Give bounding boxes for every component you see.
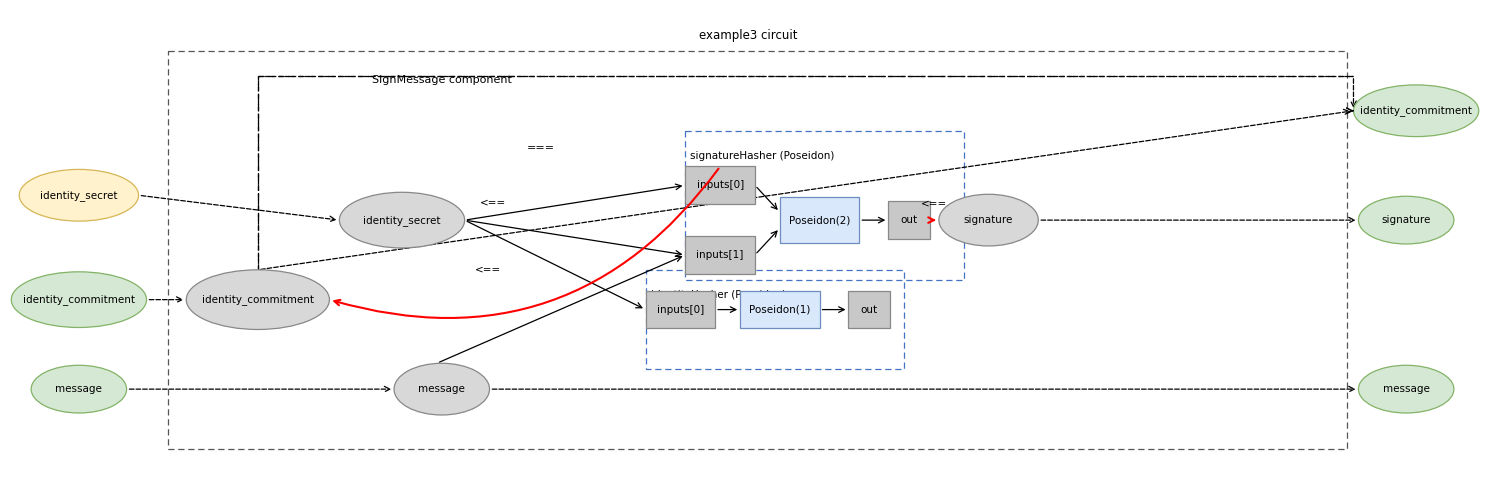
Text: Poseidon(1): Poseidon(1) [749,305,811,314]
Text: message: message [55,384,102,394]
Text: out: out [860,305,878,314]
Ellipse shape [1358,365,1454,413]
Ellipse shape [12,272,147,327]
Bar [646,270,904,369]
Text: <==: <== [480,198,506,208]
Text: identity_commitment: identity_commitment [1360,105,1472,116]
Text: out: out [901,215,917,225]
Bar [685,131,963,280]
Text: signatureHasher (Poseidon): signatureHasher (Poseidon) [690,151,835,160]
Ellipse shape [19,169,139,221]
Text: SignMessage component: SignMessage component [373,75,512,85]
Text: Poseidon(2): Poseidon(2) [788,215,850,225]
FancyBboxPatch shape [779,197,859,243]
Text: inputs[1]: inputs[1] [697,250,744,260]
Text: inputs[0]: inputs[0] [697,180,744,190]
Ellipse shape [31,365,127,413]
Text: signature: signature [1381,215,1430,225]
Text: identity_commitment: identity_commitment [22,294,135,305]
FancyBboxPatch shape [741,291,820,328]
FancyBboxPatch shape [889,201,931,239]
Text: message: message [1382,384,1430,394]
Bar [169,51,1346,449]
Ellipse shape [939,194,1038,246]
FancyBboxPatch shape [685,167,755,204]
Ellipse shape [1354,85,1478,137]
Text: message: message [419,384,465,394]
Text: identity_secret: identity_secret [40,190,118,201]
Text: <==: <== [922,198,947,208]
Text: signature: signature [963,215,1013,225]
Text: identityHasher (Poseidon): identityHasher (Poseidon) [651,290,785,300]
Ellipse shape [1358,196,1454,244]
FancyBboxPatch shape [848,291,890,328]
Ellipse shape [187,270,329,329]
Ellipse shape [340,192,465,248]
FancyBboxPatch shape [685,236,755,274]
Text: identity_secret: identity_secret [364,215,441,226]
Text: ===: === [527,144,555,154]
Text: example3 circuit: example3 circuit [699,29,797,42]
Text: inputs[0]: inputs[0] [657,305,705,314]
FancyBboxPatch shape [646,291,715,328]
Ellipse shape [393,363,489,415]
Text: <==: <== [474,265,501,275]
Text: identity_commitment: identity_commitment [202,294,314,305]
